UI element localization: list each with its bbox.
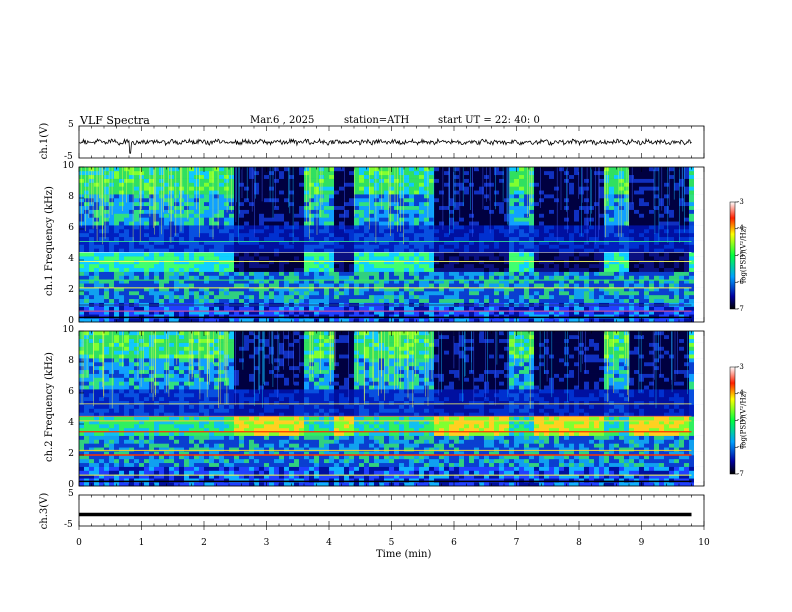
x-tick-label: 3 [263, 538, 270, 548]
colorbar-tick-label: -7 [737, 469, 744, 478]
y-tick-label: 5 [68, 489, 74, 499]
y-tick-label: 10 [62, 161, 74, 171]
station-label: station=ATH [344, 115, 410, 126]
x-tick-label: 7 [513, 538, 520, 548]
y-tick-label: 0 [68, 480, 74, 490]
x-tick-label: 6 [451, 538, 457, 548]
tick-marks [78, 126, 705, 530]
colorbar-tick-label: -3 [737, 197, 744, 206]
y-tick-label: 6 [68, 223, 74, 233]
x-tick-label: 10 [698, 538, 710, 548]
y-tick-label: 10 [62, 325, 74, 335]
ch1-spectrogram-ylabel: ch.1 Frequency (kHz) [44, 186, 55, 296]
y-tick-label: -5 [64, 520, 73, 530]
x-tick-label: 1 [138, 538, 145, 548]
ch1-waveform-trace [78, 137, 692, 154]
ch3-waveform-ylabel: ch.3(V) [39, 492, 50, 530]
y-tick-label: 4 [68, 254, 74, 264]
colorbar-tick-label: -6 [737, 277, 744, 286]
y-tick-label: 2 [68, 449, 74, 459]
colorbar-tick-label: -4 [737, 389, 744, 398]
waveforms [78, 137, 692, 517]
y-tick-label: 8 [68, 192, 74, 202]
colorbar-tick-label: -6 [737, 442, 744, 451]
y-tick-label: 4 [68, 418, 74, 428]
x-tick-label: 5 [388, 538, 395, 548]
chart-title: VLF Spectra [80, 114, 150, 127]
colorbar-tick-label: -4 [737, 224, 744, 233]
colorbar-tick-label: -3 [737, 362, 744, 371]
y-tick-label: 6 [68, 387, 74, 397]
x-tick-label: 8 [576, 538, 582, 548]
colorbar [729, 366, 736, 475]
ch2-spectrogram-ylabel: ch.2 Frequency (kHz) [44, 352, 55, 462]
y-tick-label: 0 [68, 316, 74, 326]
x-tick-label: 0 [76, 538, 82, 548]
colorbars [729, 201, 738, 475]
y-tick-label: 5 [68, 120, 74, 130]
colorbar-tick-label: -5 [737, 416, 744, 424]
ch1-spectrogram [79, 167, 705, 323]
start-time-label: start UT = 22: 40: 0 [438, 115, 540, 126]
x-axis-label: Time (min) [376, 549, 432, 560]
y-tick-label: 2 [68, 285, 74, 295]
x-tick-label: 4 [326, 538, 332, 548]
colorbar-tick-label: -7 [737, 304, 744, 313]
ch1-waveform-ylabel: ch.1(V) [39, 122, 50, 160]
colorbar [729, 201, 736, 310]
x-tick-label: 2 [201, 538, 207, 548]
ch2-spectrogram [79, 331, 705, 487]
colorbar-tick-label: -5 [737, 251, 744, 259]
x-tick-label: 9 [638, 538, 645, 548]
y-tick-label: -5 [64, 152, 73, 162]
date-label: Mar.6 , 2025 [250, 115, 315, 126]
y-tick-label: 8 [68, 356, 74, 366]
